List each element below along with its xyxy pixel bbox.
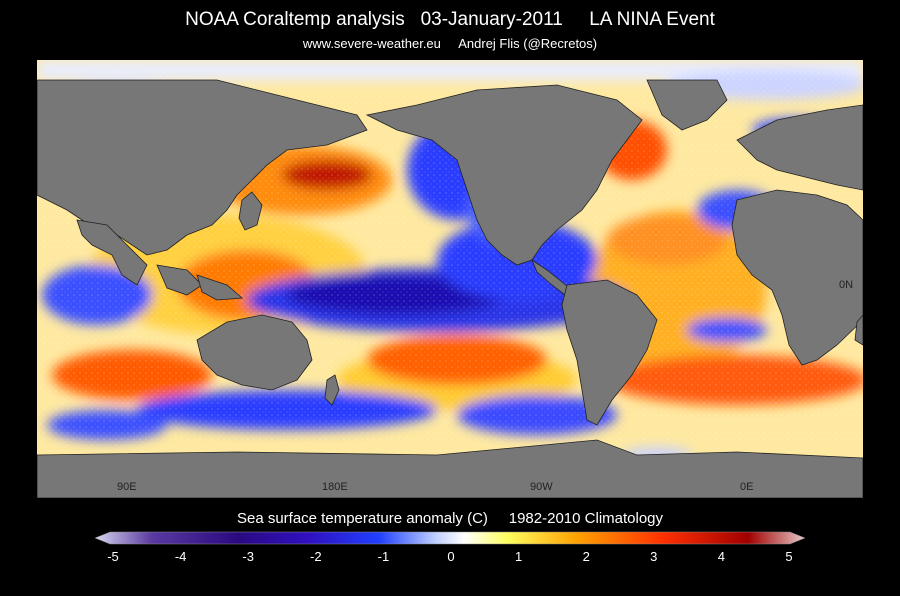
colorbar-gradient (94, 531, 806, 545)
lon-label-180e: 180E (322, 481, 348, 493)
colorbar-tick-label: -4 (174, 549, 187, 564)
land-asia (37, 79, 368, 256)
colorbar-tick-label: 5 (785, 549, 793, 564)
sst-anomaly-map: 90E 180E 90W 0E 0N (37, 60, 863, 498)
colorbar-tick-label: -1 (377, 549, 390, 564)
land-europe (736, 104, 863, 191)
land-masses (37, 79, 863, 498)
map-title: NOAA Coraltemp analysis 03-January-2011 … (185, 9, 715, 30)
colorbar (94, 531, 806, 545)
colorbar-tick-label: 2 (582, 549, 590, 564)
colorbar-tick-label: 1 (514, 549, 523, 564)
colorbar-tick-label: 4 (717, 549, 725, 564)
lon-label-0e: 0E (740, 481, 753, 493)
colorbar-tick-label: -2 (310, 549, 322, 564)
land-greenland (646, 79, 728, 131)
colorbar-tick-label: -3 (242, 549, 254, 564)
land-japan (238, 191, 263, 231)
land-africa (731, 189, 863, 366)
land-south-america (561, 279, 658, 426)
land-north-america (365, 84, 643, 266)
colorbar-tick-label: 0 (447, 549, 455, 564)
lon-label-90e: 90E (117, 481, 137, 493)
colorbar-tick-label: -5 (107, 549, 119, 564)
colorbar-title: Sea surface temperature anomaly (C) 1982… (236, 510, 664, 527)
lon-label-90w: 90W (530, 481, 553, 493)
land-australia (196, 314, 313, 391)
colorbar-tick-label: 3 (650, 549, 658, 564)
land-southeast-asia (76, 219, 148, 286)
land-antarctica (37, 439, 863, 498)
map-subtitle: www.severe-weather.eu Andrej Flis (@Recr… (302, 36, 598, 51)
lat-label-0n: 0N (839, 279, 853, 291)
